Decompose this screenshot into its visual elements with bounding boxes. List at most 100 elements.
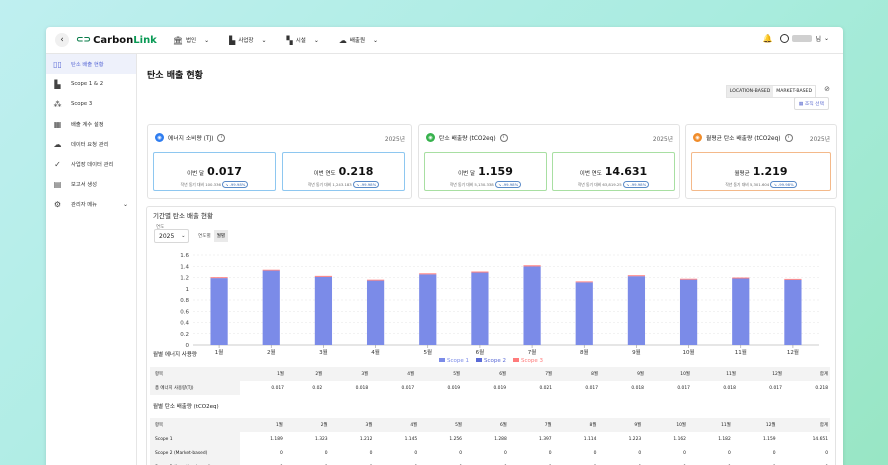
chevron-down-icon: ⌄ [373,36,379,44]
chevron-down-icon: ⌄ [823,35,829,42]
bar-scope-3 [679,278,698,280]
table-cell: 0 [638,450,642,456]
toggle-monthly[interactable]: 월별 [213,230,229,242]
co2-icon: ◉ [426,133,435,142]
report-icon: ▤ [53,179,62,189]
user-menu[interactable]: 님 ⌄ [780,34,829,43]
table-header: 1월 [240,367,286,381]
table-cell: 1.182 [718,436,731,442]
table-cell: 0 [330,460,375,465]
nav-facility[interactable]: ▚ 시설 ⌄ [286,35,319,45]
bar-scope-3 [732,277,750,279]
bar-scope-1 [366,280,385,345]
top-right: 🔔 님 ⌄ [762,34,829,43]
table-cell: 0 [548,450,552,456]
table-cell: 0 [683,450,686,456]
energy-icon: ◉ [155,133,164,142]
energy-table-title: 월별 에너지 사용량 [153,352,197,358]
bar-scope-1 [679,279,698,345]
sidebar-item-site-data[interactable]: ✓ 사업장 데이터 관리 [54,159,114,169]
bar-scope-3 [314,275,333,277]
row-label: Scope 1 [150,432,240,446]
table-cell: 0 [688,460,733,465]
sidebar-item-report[interactable]: ▤ 보고서 생성 [53,179,98,189]
table-cell: 0.017 [585,385,598,391]
bar-scope-3 [366,279,385,281]
nav-emission-source[interactable]: ☁ 배출원 ⌄ [338,35,379,45]
nav-site[interactable]: ▙ 사업장 ⌄ [229,35,267,45]
admin-icon: ⚙ [53,199,62,209]
year-select[interactable]: 2025 ⌄ [154,229,189,243]
table-cell: 0 [598,460,643,465]
table-header: 3월 [329,418,375,432]
bar-scope-1 [732,278,750,345]
table-cell: 0 [285,460,330,465]
sidebar-item-emission-status[interactable]: ▯▯ 탄소 배출 현황 [46,54,136,74]
table-cell: 0.02 [312,385,323,391]
eye-off-icon[interactable]: ⊘ [824,85,830,93]
table-row: 총 에너지 사용량(TJ) 0.017 0.02 0.018 0.017 0.019 0.0… [150,381,830,395]
factory-icon: ▙ [229,35,236,45]
info-icon[interactable]: i [499,133,508,142]
sidebar-item-admin[interactable]: ⚙ 관리자 메뉴 ⌄ [53,199,128,209]
table-header: 합계 [783,367,830,381]
org-select-button[interactable]: ▦ 조직 선택 [793,97,829,110]
table-cell: 0 [459,450,462,456]
table-header: 2월 [285,367,325,381]
table-cell: 0.017 [677,385,690,391]
table-cell: 0.021 [539,385,553,391]
energy-this-month: 이번 달 0.017 작년 동기 대비 100.336 ↘ -99.98% [153,152,276,191]
table-cell: 1.189 [270,436,283,442]
table-header: 8월 [554,367,600,381]
average-icon: ◉ [693,133,702,142]
sidebar-item-scope12[interactable]: ▙ Scope 1 & 2 [54,79,104,89]
table-cell: 1.145 [404,436,418,442]
main-content: 탄소 배출 현황 LOCATION-BASED MARKET-BASED ⊘ ▦… [138,54,843,465]
emission-table-title: 월별 탄소 배출량 (tCO2eq) [153,404,219,410]
table-header: 합계 [777,418,830,432]
chevron-down-icon: ⌄ [261,36,267,44]
table-cell: 0 [554,460,599,465]
sidebar-item-emission-factor[interactable]: ▦ 배출 계수 설정 [53,119,104,129]
table-row: Scope 2 (Market-based) 0 0 0 0 0 0 0 0 0 0 0 0 0 [150,446,830,460]
table-cell: 0.018 [631,385,644,391]
table-cell: 1.223 [628,436,642,442]
table-header: 4월 [370,367,417,381]
table-cell: 0 [240,460,285,465]
table-cell: 0.019 [493,385,507,391]
table-row: Scope 1 1.189 1.323 1.212 1.145 1.256 1.288 1.3… [150,432,830,446]
page-title: 탄소 배출 현황 [147,71,203,81]
chevron-down-icon: ⌄ [313,36,319,44]
sidebar-item-data-request[interactable]: ☁ 데이터 요청 관리 [53,139,109,149]
sidebar-item-scope3[interactable]: ⁂ Scope 3 [53,99,93,109]
user-name-redacted [792,35,813,42]
x-tick-label: 2월 [267,348,276,356]
card-year: 2025년 [652,137,673,143]
y-tick-label: 0.2 [180,332,189,338]
info-icon[interactable]: i [784,133,793,142]
bar-scope-3 [784,278,802,280]
market-based-button[interactable]: MARKET-BASED [776,89,812,94]
info-icon[interactable]: i [217,133,226,142]
check-circle-icon: ✓ [54,159,61,169]
bell-icon[interactable]: 🔔 [762,34,773,43]
toggle-yearly[interactable]: 연도별 [198,234,211,239]
y-tick-label: 1 [186,287,190,293]
period-toggle: 연도별 월별 [195,230,229,242]
change-badge: ↘ -99.98% [222,181,249,188]
back-button[interactable]: ‹ [55,33,69,47]
row-label: Scope 2 (Location-based) [150,460,240,465]
logo[interactable]: ⊂⊃ Carbon Link [76,34,157,46]
bar-scope-3 [575,281,593,283]
bar-scope-1 [627,276,646,345]
x-tick-label: 10월 [683,348,695,356]
table-cell: 0 [772,450,776,456]
table-cell: 1.212 [359,436,373,442]
table-cell: 0 [509,460,554,465]
energy-this-year: 이번 연도 0.218 작년 동기 대비 1,243.183 ↘ -99.98% [282,152,405,191]
table-header: 12월 [737,367,784,381]
nav-corporation[interactable]: 🏛 법인 ⌄ [172,35,210,45]
table-cell: 0.017 [401,385,415,391]
table-header: 1월 [240,418,285,432]
location-based-button[interactable]: LOCATION-BASED [726,86,774,97]
